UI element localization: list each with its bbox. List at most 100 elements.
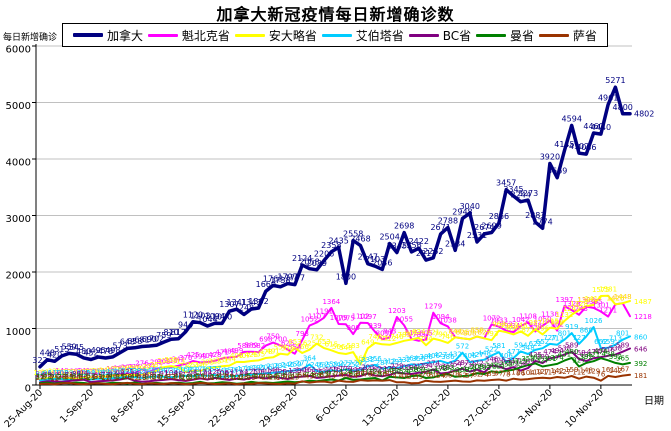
data-label: 383 [529, 353, 542, 361]
y-tick-label: 6000 [6, 45, 31, 56]
data-label: 31 [407, 373, 416, 381]
data-label: 783 [398, 331, 411, 339]
data-label: 125 [245, 368, 258, 376]
data-label: 272 [470, 360, 483, 368]
data-label: 919 [565, 323, 578, 331]
data-label: 30 [283, 373, 292, 381]
data-label: 78 [334, 371, 343, 379]
data-label: 474 [594, 348, 608, 356]
data-label: 82 [152, 370, 161, 378]
data-label: 646 [634, 346, 648, 354]
x-tick-labels: 25-Aug-20 1-Sep-20 8-Sep-20 15-Sep-20 22-Sep… [2, 385, 606, 430]
data-label: 1328 [570, 300, 588, 308]
data-label: 409 [230, 352, 243, 360]
series-line-saskatchewan[interactable] [39, 373, 631, 386]
data-label: 124 [419, 368, 433, 376]
data-label: 29 [57, 373, 66, 381]
data-label: 259 [288, 360, 301, 368]
data-label: 23 [269, 374, 278, 382]
data-label: 489 [223, 347, 236, 355]
data-label: 2435 [328, 236, 348, 245]
data-label: 3457 [496, 179, 516, 188]
data-label: 3669 [547, 167, 567, 176]
data-label: 94 [79, 370, 88, 378]
data-label: 133 [84, 367, 97, 375]
data-label: 193 [478, 364, 491, 372]
data-label: 498 [105, 346, 120, 355]
data-label: 86 [174, 370, 183, 378]
data-label: 659 [601, 338, 614, 346]
data-label: 750 [266, 333, 279, 341]
y-tick-label: 5000 [6, 101, 31, 112]
data-label: 948 [514, 321, 527, 329]
data-label: 40 [254, 373, 263, 381]
data-label: 33 [94, 373, 103, 381]
series-line-ontario[interactable] [39, 294, 631, 381]
legend-item-quebec[interactable]: 魁北克省 [147, 27, 230, 44]
series-line-canada[interactable] [38, 85, 632, 369]
legend-label-ontario: 安大略省 [268, 28, 317, 43]
legend-item-manitoba[interactable]: 曼省 [476, 27, 534, 44]
data-label: 3273 [518, 189, 538, 198]
data-labels-quebec: 8894106140127133141121132146180187205216… [36, 293, 652, 378]
data-label: 78 [334, 371, 343, 379]
data-label: 1103 [190, 312, 210, 321]
data-label: 374 [550, 354, 564, 362]
data-label: 27 [116, 373, 125, 381]
data-label: 216 [128, 363, 142, 371]
x-axis-title: 日期 [644, 395, 664, 407]
data-label: 648 [120, 337, 135, 346]
data-label: 91 [159, 370, 168, 378]
data-label: 494 [550, 347, 564, 355]
data-label: 559 [61, 342, 76, 351]
data-label: 195 [252, 364, 265, 372]
data-label: 1341 [226, 298, 246, 307]
legend-item-ontario[interactable]: 安大略省 [234, 27, 317, 44]
data-label: 653 [288, 338, 301, 346]
data-label: 66 [298, 371, 307, 379]
data-label: 732 [310, 334, 323, 342]
data-label: 50 [276, 372, 285, 380]
series-line-quebec[interactable] [39, 302, 631, 381]
legend-swatch-manitoba [476, 33, 506, 37]
legend-item-alberta[interactable]: 艾伯塔省 [321, 27, 404, 44]
data-label: 96 [43, 370, 52, 378]
data-label: 4460 [583, 122, 603, 131]
data-label: 844 [448, 327, 462, 335]
legend-item-canada[interactable]: 加拿大 [73, 27, 143, 44]
data-label: 900 [347, 324, 360, 332]
data-label: 274 [427, 360, 441, 368]
data-label: 2671 [430, 223, 450, 232]
data-label: 407 [201, 352, 214, 360]
data-label: 759 [156, 331, 171, 340]
data-label: 146 [448, 367, 462, 375]
data-label: 134 [252, 367, 266, 375]
data-label: 406 [499, 352, 513, 360]
data-label: 148 [296, 367, 309, 375]
data-label: 1248 [234, 303, 254, 312]
data-label: 165 [201, 366, 214, 374]
legend-swatch-bc [408, 33, 439, 37]
data-label: 31 [36, 373, 45, 381]
data-label: 21 [232, 374, 241, 382]
data-label: 376 [179, 354, 193, 362]
data-label: 36 [254, 373, 263, 381]
data-label: 194 [405, 364, 419, 372]
data-label: 809 [376, 329, 389, 337]
data-label: 86 [72, 370, 81, 378]
data-label: 1107 [308, 312, 326, 320]
data-label: 2356 [401, 241, 421, 250]
data-label: 76 [596, 371, 605, 379]
legend-label-quebec: 魁北克省 [181, 28, 230, 43]
series-line-alberta[interactable] [39, 326, 631, 382]
data-label: 37 [152, 373, 161, 381]
data-label: 169 [412, 365, 425, 373]
data-label: 1026 [585, 317, 603, 325]
data-label: 221 [492, 363, 505, 371]
legend-item-bc[interactable]: BC省 [408, 27, 471, 44]
data-label: 934 [499, 322, 513, 330]
legend-item-saskatchewan[interactable]: 萨省 [538, 27, 597, 44]
data-label: 117 [259, 368, 272, 376]
data-label: 801 [616, 330, 629, 338]
